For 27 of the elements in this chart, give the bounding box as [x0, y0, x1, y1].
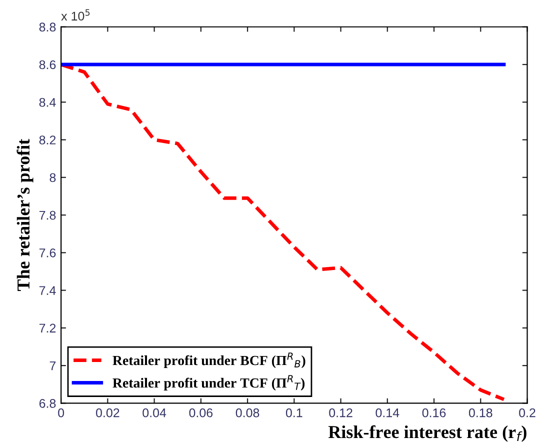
x-tick-label: 0.06 — [189, 408, 213, 418]
x-tick-label: 0.14 — [376, 408, 400, 418]
legend-label: Retailer profit under TCF (Π$^{R}$$_{T}$) — [112, 375, 305, 391]
legend-label: Retailer profit under BCF (Π$^{R}$$_{B}$) — [112, 352, 306, 368]
x-tick-label: 0.1 — [286, 408, 302, 418]
y-axis-title: The retailer’s profit — [16, 138, 34, 291]
y-tick-label: 7.6 — [39, 248, 56, 258]
y-tick-label: 8.6 — [39, 60, 56, 70]
y-tick-label: 6.8 — [39, 399, 56, 408]
y-tick-label: 8.8 — [39, 22, 56, 32]
y-tick-label: 8.2 — [39, 136, 56, 144]
y-tick-label: 7.4 — [39, 286, 56, 295]
x-axis-title: Risk-free interest rate (r$_{f}$) — [328, 425, 526, 442]
x-tick-label: 0.04 — [142, 408, 166, 418]
x-tick-label: 0.08 — [236, 408, 260, 418]
y-tick-label: 7.2 — [39, 324, 56, 332]
x-tick-label: 0.16 — [422, 408, 446, 418]
x-tick-label: 0.02 — [96, 408, 120, 418]
x-tick-label: 0.2 — [519, 408, 536, 418]
y-tick-label: 8.4 — [39, 98, 56, 107]
x-tick-label: 0 — [58, 408, 64, 418]
y-tick-label: 7.8 — [39, 210, 56, 220]
y-tick-label: 7 — [50, 362, 56, 370]
x-tick-label: 0.12 — [329, 408, 352, 418]
text: x 10$^{5}$ — [61, 9, 90, 21]
x-tick-label: 0.18 — [468, 408, 492, 418]
y-tick-label: 8 — [50, 173, 56, 182]
